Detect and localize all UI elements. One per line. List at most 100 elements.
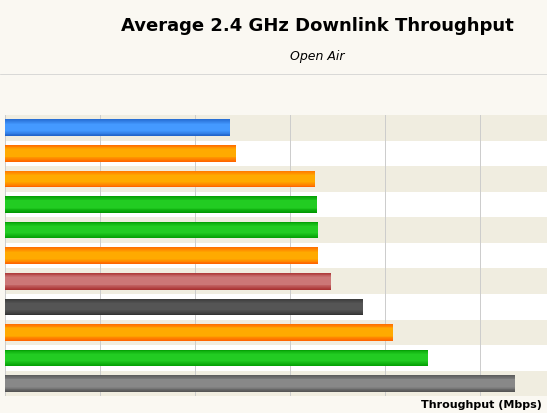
Bar bbox=[5, 340, 393, 341]
Bar bbox=[5, 294, 547, 320]
Bar bbox=[5, 378, 515, 379]
Bar bbox=[5, 135, 230, 136]
Bar bbox=[5, 338, 393, 339]
Bar bbox=[5, 234, 318, 235]
Bar bbox=[5, 391, 515, 392]
Bar bbox=[5, 277, 331, 278]
Bar bbox=[5, 311, 363, 312]
Bar bbox=[5, 387, 515, 388]
Bar bbox=[5, 251, 318, 252]
Bar bbox=[5, 153, 236, 154]
Bar bbox=[5, 269, 547, 294]
Bar bbox=[5, 161, 236, 162]
Bar bbox=[5, 257, 318, 258]
Bar bbox=[5, 300, 363, 301]
Bar bbox=[5, 127, 230, 128]
Bar bbox=[5, 197, 317, 198]
Bar bbox=[5, 263, 318, 264]
Bar bbox=[5, 116, 547, 141]
Bar bbox=[5, 289, 331, 290]
Bar bbox=[5, 209, 317, 210]
Bar bbox=[5, 121, 230, 122]
Bar bbox=[5, 281, 331, 282]
Bar bbox=[5, 171, 315, 172]
Bar bbox=[5, 335, 393, 336]
Bar bbox=[5, 324, 393, 325]
Bar bbox=[5, 359, 428, 360]
Bar bbox=[5, 303, 363, 304]
Bar bbox=[5, 308, 363, 309]
Bar bbox=[5, 125, 230, 126]
Bar bbox=[5, 376, 515, 377]
Bar bbox=[5, 310, 363, 311]
Bar bbox=[5, 259, 318, 260]
Bar bbox=[5, 176, 315, 177]
Bar bbox=[5, 185, 315, 186]
Bar bbox=[5, 258, 318, 259]
Bar bbox=[5, 133, 230, 134]
Bar bbox=[5, 226, 318, 227]
Bar bbox=[5, 278, 331, 279]
Bar bbox=[5, 205, 317, 206]
Bar bbox=[5, 255, 318, 256]
Bar bbox=[5, 309, 363, 310]
Bar bbox=[5, 230, 318, 231]
Bar bbox=[5, 175, 315, 176]
Bar bbox=[5, 179, 315, 180]
Bar bbox=[5, 315, 363, 316]
Bar bbox=[5, 350, 428, 351]
Bar bbox=[5, 167, 547, 192]
Bar bbox=[5, 201, 317, 202]
Bar bbox=[5, 331, 393, 332]
Bar bbox=[5, 361, 428, 362]
Bar bbox=[5, 328, 393, 329]
Bar bbox=[5, 141, 547, 167]
Bar bbox=[5, 231, 318, 232]
Bar bbox=[5, 336, 393, 337]
Bar bbox=[5, 180, 315, 181]
Bar bbox=[5, 183, 315, 184]
Bar bbox=[5, 261, 318, 262]
Bar bbox=[5, 233, 318, 234]
Bar bbox=[5, 283, 331, 284]
Bar bbox=[5, 355, 428, 356]
Bar bbox=[5, 385, 515, 386]
Bar bbox=[5, 186, 315, 187]
Bar bbox=[5, 160, 236, 161]
Bar bbox=[5, 304, 363, 305]
Bar bbox=[5, 276, 331, 277]
Bar bbox=[5, 149, 236, 150]
Bar bbox=[5, 227, 318, 228]
Bar bbox=[5, 212, 317, 213]
Bar bbox=[5, 380, 515, 381]
Bar bbox=[5, 273, 331, 274]
Bar bbox=[5, 173, 315, 174]
Bar bbox=[5, 354, 428, 355]
Bar bbox=[5, 218, 547, 243]
Bar bbox=[5, 286, 331, 287]
Bar bbox=[5, 155, 236, 156]
Bar bbox=[5, 147, 236, 148]
Bar bbox=[5, 202, 317, 203]
Bar bbox=[5, 236, 318, 237]
Bar bbox=[5, 314, 363, 315]
Bar bbox=[5, 177, 315, 178]
Bar bbox=[5, 329, 393, 330]
Bar bbox=[5, 132, 230, 133]
Bar bbox=[5, 256, 318, 257]
Bar bbox=[5, 357, 428, 358]
Bar bbox=[5, 159, 236, 160]
Text: Throughput (Mbps): Throughput (Mbps) bbox=[421, 399, 542, 409]
Bar bbox=[5, 386, 515, 387]
Bar bbox=[5, 377, 515, 378]
Bar bbox=[5, 389, 515, 390]
Bar bbox=[5, 124, 230, 125]
Bar bbox=[5, 284, 331, 285]
Bar bbox=[5, 313, 363, 314]
Bar bbox=[5, 200, 317, 201]
Bar bbox=[5, 383, 515, 384]
Bar bbox=[5, 345, 547, 371]
Bar bbox=[5, 254, 318, 255]
Bar bbox=[5, 353, 428, 354]
Bar bbox=[5, 152, 236, 153]
